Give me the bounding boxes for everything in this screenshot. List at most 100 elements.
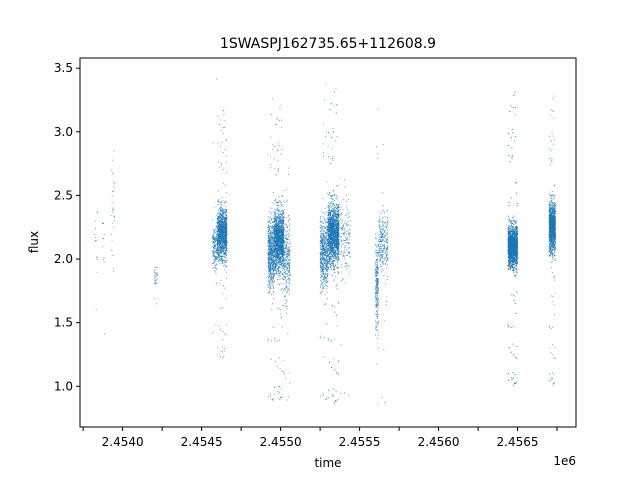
data-point	[288, 259, 290, 261]
data-point	[270, 273, 272, 276]
data-point	[280, 263, 282, 265]
data-point	[278, 241, 280, 243]
data-point	[220, 238, 222, 240]
data-point	[274, 214, 276, 216]
data-point	[212, 236, 214, 238]
data-point	[326, 263, 328, 265]
data-point	[225, 229, 227, 231]
data-point	[272, 237, 274, 239]
data-point	[103, 259, 105, 261]
data-point	[322, 285, 324, 287]
data-point	[219, 221, 221, 223]
data-point	[281, 269, 283, 272]
data-point	[220, 242, 222, 244]
data-point	[325, 230, 328, 232]
data-point	[276, 204, 278, 206]
data-point	[270, 167, 272, 169]
data-point	[215, 248, 217, 250]
data-point	[284, 262, 286, 264]
data-point	[325, 281, 327, 283]
data-point	[274, 263, 276, 265]
data-point	[326, 397, 328, 399]
data-point	[217, 228, 219, 230]
data-point	[274, 254, 276, 256]
data-point	[221, 253, 223, 255]
data-point	[324, 303, 326, 306]
data-point	[275, 219, 277, 221]
data-point	[276, 242, 278, 245]
data-point	[268, 228, 271, 230]
data-point	[288, 290, 290, 292]
data-point	[221, 258, 223, 260]
data-point	[289, 270, 291, 272]
data-point	[224, 287, 226, 289]
data-point	[222, 209, 224, 211]
data-point	[219, 257, 221, 259]
data-point	[325, 276, 327, 279]
data-point	[326, 277, 328, 279]
data-point	[218, 229, 220, 231]
data-point	[287, 396, 289, 398]
data-point	[321, 291, 323, 293]
data-point	[283, 266, 286, 268]
data-point	[323, 152, 325, 154]
data-point	[275, 198, 277, 200]
data-point	[320, 238, 322, 240]
data-point	[269, 216, 271, 218]
data-point	[283, 245, 285, 247]
data-point	[272, 326, 274, 328]
data-point	[216, 218, 219, 220]
data-point	[282, 247, 284, 249]
data-point	[281, 216, 283, 219]
data-point	[287, 333, 289, 335]
data-point	[280, 218, 282, 220]
data-point	[286, 233, 288, 235]
data-point	[274, 145, 276, 147]
data-point	[269, 278, 271, 280]
data-point	[286, 269, 288, 271]
data-point	[221, 227, 223, 229]
data-point	[225, 213, 227, 215]
data-point	[219, 329, 221, 331]
data-point	[269, 227, 271, 229]
data-point	[214, 229, 216, 231]
data-point	[279, 213, 281, 215]
data-point	[288, 225, 290, 227]
data-point	[268, 241, 270, 243]
data-point	[320, 258, 323, 260]
data-point	[219, 247, 221, 249]
data-point	[279, 313, 281, 315]
data-point	[221, 230, 223, 232]
data-point	[156, 271, 158, 273]
data-point	[323, 279, 325, 281]
data-point	[269, 289, 271, 291]
data-point	[320, 227, 322, 229]
data-point	[280, 255, 282, 258]
data-point	[103, 234, 105, 236]
data-point	[220, 244, 222, 246]
data-point	[324, 266, 326, 268]
data-point	[222, 249, 224, 251]
data-point	[325, 254, 327, 256]
data-point	[324, 398, 326, 400]
data-point	[225, 140, 227, 142]
data-point	[275, 221, 278, 223]
data-point	[269, 155, 272, 157]
data-point	[221, 219, 223, 221]
data-point	[320, 247, 322, 249]
data-point	[225, 244, 227, 246]
data-point	[289, 272, 291, 274]
data-point	[275, 174, 277, 176]
data-point	[278, 219, 280, 221]
data-point	[270, 233, 272, 235]
data-point	[282, 239, 284, 241]
data-point	[154, 282, 156, 284]
data-point	[319, 285, 321, 287]
data-point	[322, 257, 324, 259]
data-point	[218, 166, 220, 168]
data-point	[154, 298, 156, 300]
data-point	[219, 233, 221, 235]
data-point	[216, 233, 218, 236]
data-point	[271, 303, 274, 305]
data-point	[324, 257, 326, 259]
